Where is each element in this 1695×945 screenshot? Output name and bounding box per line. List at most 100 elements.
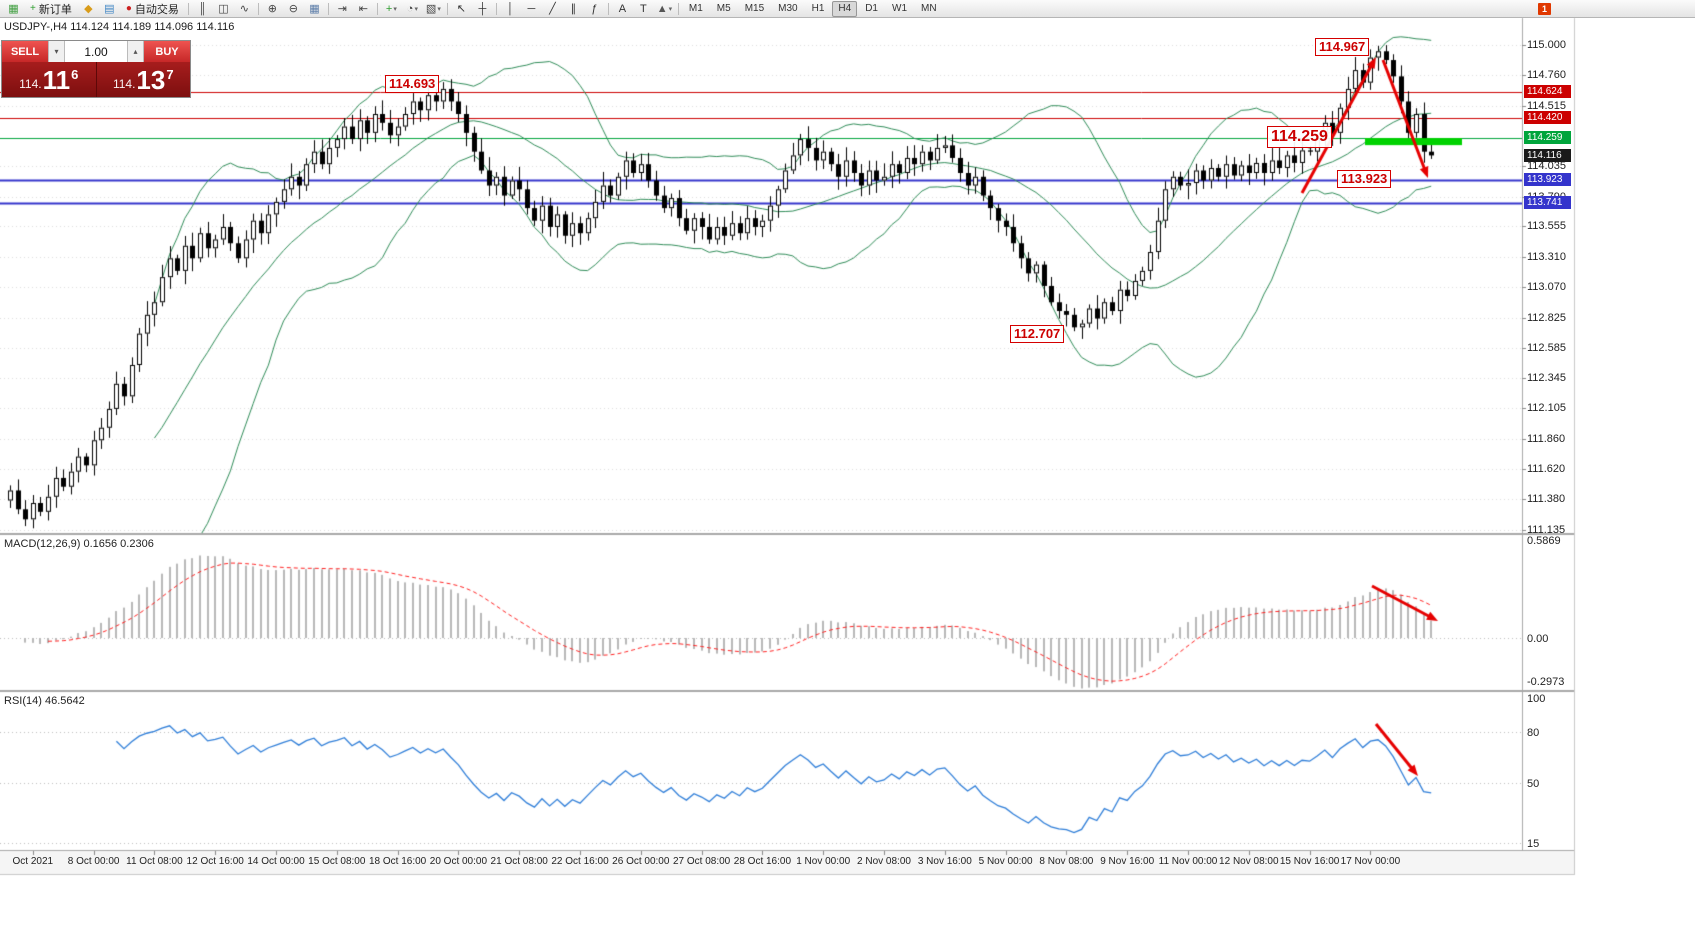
timeframe-d1[interactable]: D1 — [865, 3, 878, 14]
volume-input[interactable] — [65, 41, 127, 62]
zoom-in-icon[interactable]: ⊕ — [267, 3, 277, 15]
tile-windows-icon[interactable]: ▦ — [309, 3, 320, 15]
trendline-icon[interactable]: ╱ — [549, 3, 556, 15]
indicators-icon[interactable]: + ▾ — [385, 2, 397, 15]
price-tick: 114.760 — [1527, 69, 1566, 82]
time-axis-label: 14 Oct 00:00 — [247, 856, 305, 867]
rsi-scale-tick: 50 — [1527, 778, 1540, 790]
price-tick: 112.105 — [1527, 402, 1566, 415]
price-line-badge: 113.923 — [1524, 173, 1571, 187]
time-axis-label: 11 Nov 00:00 — [1158, 856, 1218, 867]
chevron-down-icon: ▾ — [668, 5, 673, 13]
chart-shift-icon[interactable]: ⇤ — [358, 3, 368, 15]
price-tick: 114.035 — [1527, 160, 1566, 173]
auto-scroll-icon[interactable]: ⇥ — [337, 3, 347, 15]
time-axis-label: 26 Oct 00:00 — [612, 856, 670, 867]
chevron-down-icon: ▾ — [437, 5, 441, 13]
timeframe-m5[interactable]: M5 — [716, 3, 731, 14]
price-line-badge: 114.420 — [1524, 110, 1571, 124]
toolbar-separator — [677, 2, 679, 15]
toolbar-separator — [376, 2, 378, 15]
candlestick-chart-icon[interactable]: ◫ — [218, 3, 229, 15]
timeframe-w1[interactable]: W1 — [892, 3, 907, 14]
volume-increase-button[interactable]: ▴ — [127, 41, 144, 62]
periods-icon[interactable]: ◔ ▾ — [406, 2, 418, 15]
rsi-scale-tick: 100 — [1527, 693, 1546, 705]
price-tick: 112.585 — [1527, 342, 1566, 355]
autotrading-icon: ● — [125, 3, 132, 14]
buy-button[interactable]: BUY — [144, 41, 190, 62]
price-tick: 111.860 — [1527, 433, 1566, 446]
horizontal-line-icon[interactable]: ─ — [527, 2, 536, 15]
price-annotation[interactable]: 112.707 — [1010, 325, 1065, 344]
price-annotation[interactable]: 113.923 — [1337, 170, 1392, 189]
crosshair-icon[interactable]: ┼ — [478, 2, 487, 15]
navigator-icon[interactable]: ▤ — [104, 3, 115, 15]
price-annotation[interactable]: 114.259 — [1267, 126, 1332, 148]
rsi-scale-tick: 15 — [1527, 837, 1540, 850]
price-tick: 115.000 — [1527, 39, 1566, 51]
time-axis-label: 9 Nov 16:00 — [1100, 856, 1155, 867]
toolbar-separator — [446, 2, 448, 15]
vertical-line-icon[interactable]: │ — [506, 2, 514, 15]
price-line-badge: 113.741 — [1524, 195, 1571, 209]
sell-price-pip: 6 — [71, 66, 79, 82]
time-axis-label: 15 Oct 08:00 — [308, 856, 366, 867]
time-axis-label: 1 Nov 00:00 — [796, 856, 851, 867]
volume-decrease-button[interactable]: ▾ — [48, 41, 65, 62]
price-line-badge: 114.116 — [1524, 148, 1571, 162]
rsi-scale-tick: 80 — [1527, 727, 1540, 739]
sell-price[interactable]: 114. 11 6 — [2, 62, 97, 97]
chevron-down-icon: ▾ — [393, 5, 397, 13]
timeframe-m30[interactable]: M30 — [778, 3, 798, 14]
time-axis-label: Oct 2021 — [12, 856, 54, 867]
price-line-badge: 114.624 — [1524, 85, 1571, 99]
line-chart-icon[interactable]: ∿ — [239, 3, 249, 15]
macd-indicator-label: MACD(12,26,9) 0.1656 0.2306 — [4, 538, 154, 550]
text-label-icon[interactable]: T — [640, 2, 647, 15]
text-icon[interactable]: A — [618, 2, 627, 15]
toolbar-separator — [327, 2, 329, 15]
macd-scale-tick: 0.5869 — [1527, 534, 1561, 547]
time-axis-label: 27 Oct 08:00 — [672, 856, 731, 867]
time-axis-label: 8 Oct 00:00 — [67, 856, 120, 867]
price-tick: 114.515 — [1527, 99, 1566, 112]
timeframe-h1[interactable]: H1 — [811, 3, 825, 14]
price-annotation[interactable]: 114.693 — [385, 75, 440, 94]
timeframe-m1[interactable]: M1 — [688, 3, 703, 14]
equidistant-channel-icon[interactable]: ∥ — [570, 3, 577, 15]
timeframe-mn[interactable]: MN — [921, 3, 937, 14]
cursor-icon[interactable]: ↖ — [456, 3, 466, 15]
templates-icon[interactable]: ▧ ▾ — [425, 3, 441, 15]
new-chart-icon[interactable]: ▦ — [8, 3, 19, 15]
toolbar-separator — [257, 2, 259, 15]
buy-price[interactable]: 114. 13 7 — [96, 62, 190, 97]
toolbar-separator — [187, 2, 189, 15]
autotrading-button[interactable]: ● 自动交易 — [120, 1, 185, 16]
new-order-button[interactable]: + 新订单 — [24, 1, 78, 16]
price-tick: 111.380 — [1527, 493, 1566, 506]
bar-chart-icon[interactable]: ║ — [198, 2, 207, 15]
zoom-out-icon[interactable]: ⊖ — [288, 3, 298, 15]
sell-button[interactable]: SELL — [2, 41, 48, 62]
fibonacci-icon[interactable]: ƒ — [591, 2, 598, 15]
time-axis-label: 22 Oct 16:00 — [551, 856, 609, 867]
time-axis-label: 5 Nov 00:00 — [978, 856, 1033, 867]
one-click-trading-panel: SELL ▾ ▴ BUY 114.116 114.137 — [1, 40, 191, 98]
time-axis-label: 15 Nov 16:00 — [1279, 856, 1340, 867]
rsi-indicator-label: RSI(14) 46.5642 — [4, 695, 85, 707]
toolbar-separator — [607, 2, 609, 15]
buy-price-prefix: 114. — [112, 77, 136, 91]
window-count-badge[interactable]: 1 — [1538, 3, 1551, 15]
timeframe-h4[interactable]: H4 — [832, 0, 858, 17]
time-axis-label: 2 Nov 08:00 — [857, 856, 911, 867]
buy-price-pip: 7 — [166, 66, 174, 82]
price-tick: 112.825 — [1527, 311, 1566, 324]
time-axis-label: 18 Oct 16:00 — [368, 856, 427, 867]
timeframe-m15[interactable]: M15 — [744, 3, 765, 14]
metaeditor-icon[interactable]: ◆ — [84, 3, 93, 15]
arrows-icon[interactable]: ▲ ▾ — [656, 2, 673, 15]
price-tick: 113.070 — [1527, 281, 1566, 294]
price-annotation[interactable]: 114.967 — [1315, 38, 1370, 57]
